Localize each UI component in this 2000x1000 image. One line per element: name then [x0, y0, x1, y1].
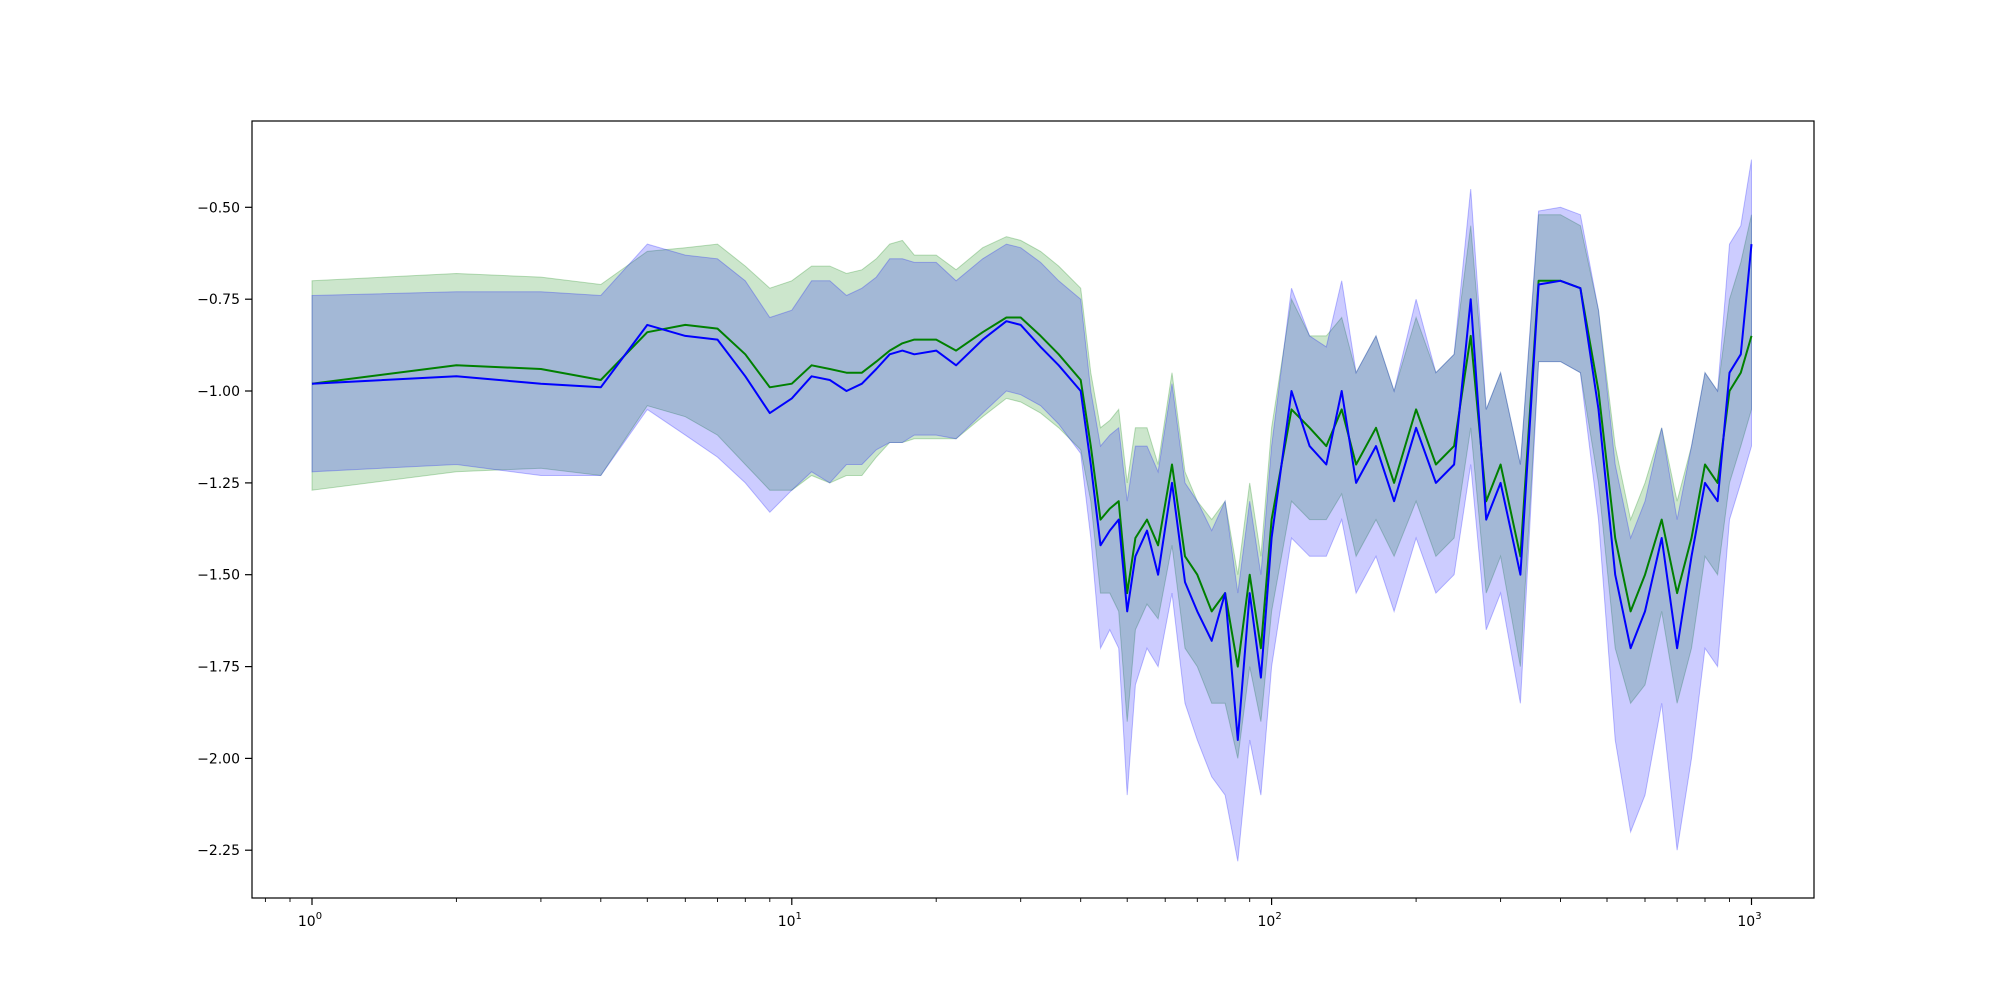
- y-tick-label: −0.50: [197, 200, 240, 216]
- series-2-line: [311, 244, 1753, 741]
- x-axis: 100 101 102 103: [264, 898, 1762, 930]
- y-axis: −0.50 −0.75 −1.00 −1.25 −1.50 −1.75 −2.00 −2.25: [197, 200, 252, 859]
- series-2-band: [311, 159, 1752, 862]
- y-tick-label: −2.25: [197, 843, 240, 859]
- series-1-band: [311, 214, 1752, 759]
- x-tick-label: 102: [1257, 911, 1281, 930]
- plot-frame: [251, 120, 1815, 899]
- x-tick-label: 100: [298, 911, 322, 930]
- y-tick-label: −1.50: [197, 568, 240, 584]
- y-tick-label: −0.75: [197, 292, 240, 308]
- x-tick-label: 103: [1737, 911, 1761, 930]
- confidence-bands: [311, 159, 1752, 862]
- y-tick-label: −1.25: [197, 476, 240, 492]
- y-tick-label: −2.00: [197, 751, 240, 767]
- x-tick-label: 101: [778, 911, 802, 930]
- plot-area: [252, 121, 1814, 898]
- series-lines: [311, 244, 1753, 741]
- y-tick-label: −1.75: [197, 660, 240, 676]
- y-tick-label: −1.00: [197, 384, 240, 400]
